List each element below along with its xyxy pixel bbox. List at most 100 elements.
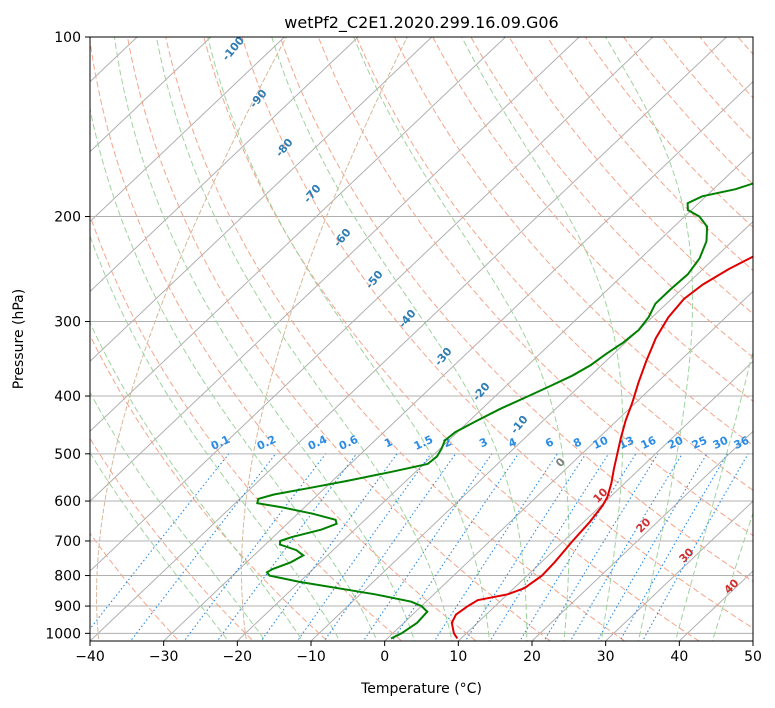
axes: −40 −30 −20 −10 0 10 20 30 40 5010020030040050060… [45, 30, 762, 665]
x-tick-label: 50 [744, 649, 762, 665]
dry-adiabat-line [241, 37, 753, 629]
x-tick-label: 10 [449, 649, 467, 665]
mixing-ratio-line [543, 453, 659, 641]
chart-title: wetPf2_C2E1.2020.299.16.09.G06 [284, 13, 558, 33]
moist-adiabat-line [207, 37, 490, 641]
mixing-ratio-line [90, 453, 230, 630]
reference-curve [96, 37, 287, 641]
mixing-ratio-line [619, 453, 728, 641]
dry-adiabat-line [317, 37, 753, 537]
moist-adiabat-line [90, 451, 229, 641]
mixing-ratio-label: 30 [711, 434, 731, 452]
dry-adiabat-label: -40 [396, 307, 419, 331]
x-tick-label: 0 [380, 649, 389, 665]
x-tick-label: −40 [75, 649, 105, 665]
dry-adiabat-line [394, 37, 753, 447]
isotherm-line [90, 37, 359, 293]
mixing-ratio-label: 6 [543, 435, 556, 450]
y-tick-label: 400 [54, 389, 81, 405]
x-axis-label: Temperature (°C) [360, 681, 482, 697]
dry-adiabat-line [508, 37, 753, 315]
isotherm-line [752, 640, 753, 641]
y-tick-label: 100 [54, 30, 81, 46]
dry-adiabat-line [765, 24, 775, 646]
dry-adiabat-label: -10 [508, 413, 531, 437]
mixing-ratio-label: 0.1 [209, 433, 232, 453]
dry-adiabat-label: -30 [432, 345, 455, 369]
y-tick-label: 700 [54, 534, 81, 550]
mixing-ratio-line [569, 453, 683, 641]
dry-adiabat-line [699, 37, 753, 99]
mixing-ratio-label: 4 [506, 435, 519, 450]
moist-adiabat-line [90, 391, 267, 641]
mixing-ratio-line [216, 453, 357, 641]
dry-adiabat-line [90, 437, 254, 641]
moist-adiabat-line [90, 234, 341, 641]
dry-adiabat-line [90, 38, 477, 641]
mixing-ratio-line [641, 453, 749, 641]
moist-adiabat-line [113, 37, 416, 641]
mixing-ratio-line [323, 453, 457, 641]
mixing-ratio-line [296, 453, 432, 641]
moist-adiabat-line [461, 37, 624, 641]
moist-adiabat-label: 20 [634, 515, 654, 535]
mixing-ratio-label: 3 [477, 435, 489, 450]
isotherm-line [90, 37, 507, 432]
dry-adiabat-line [622, 37, 753, 185]
y-tick-label: 800 [54, 569, 81, 585]
dry-adiabat-line [355, 37, 753, 491]
isotherm-line [90, 37, 654, 572]
moist-adiabat-line [711, 511, 753, 641]
background-lines [0, 24, 775, 646]
dewpoint-line [256, 182, 753, 640]
mixing-ratio-label: 20 [666, 434, 686, 452]
y-tick-label: 900 [54, 599, 81, 615]
y-tick-label: 200 [54, 210, 81, 226]
dry-adiabat-line [203, 37, 700, 641]
x-tick-label: 20 [523, 649, 541, 665]
moist-adiabat-line [353, 37, 570, 641]
mixing-ratio-line [362, 453, 493, 641]
isotherm-line [90, 37, 212, 153]
mixing-ratio-label: 10 [591, 434, 611, 452]
mixing-ratio-line [519, 453, 637, 641]
isotherm-line [531, 430, 753, 641]
mixing-ratio-label: 0.6 [337, 433, 360, 453]
dry-adiabat-label: -80 [273, 136, 296, 160]
dry-adiabat-label: -60 [331, 226, 354, 250]
moist-adiabat-label: 0 [553, 455, 568, 470]
mixing-ratio-label: 8 [571, 435, 583, 450]
isotherm-line [457, 360, 753, 641]
y-tick-label: 1000 [45, 626, 81, 642]
mixing-ratio-label: 0.4 [306, 433, 329, 453]
isotherm-line [604, 500, 753, 641]
mixing-ratio-label: 0.2 [255, 433, 278, 453]
x-tick-label: 40 [670, 649, 688, 665]
mixing-ratio-line [260, 453, 398, 641]
moist-adiabat-line [271, 37, 528, 641]
mixing-ratio-line [464, 453, 587, 641]
x-tick-label: −20 [223, 649, 253, 665]
plot-frame [89, 36, 754, 642]
isotherm-line [0, 24, 4, 646]
mixing-ratio-label: 25 [690, 434, 709, 452]
moist-adiabat-label: 40 [722, 576, 742, 596]
x-tick-label: −30 [149, 649, 179, 665]
mixing-ratio-line [433, 453, 558, 641]
dry-adiabat-line [737, 37, 753, 55]
y-axis-label: Pressure (hPa) [11, 289, 27, 389]
dry-adiabat-line [661, 37, 753, 142]
x-tick-label: 30 [597, 649, 615, 665]
moist-adiabat-line [90, 106, 378, 641]
dry-adiabat-line [584, 37, 753, 228]
temperature-line [450, 255, 753, 640]
mixing-ratio-line [129, 453, 277, 641]
profile-lines [256, 182, 753, 640]
dry-adiabat-line [470, 37, 753, 358]
dry-adiabat-label: -100 [219, 34, 247, 64]
isotherm-line [90, 37, 433, 363]
mixing-ratio-label: 1.5 [412, 433, 435, 453]
isotherm-line [90, 37, 286, 223]
y-tick-label: 500 [54, 447, 81, 463]
mixing-ratio-label: 16 [639, 434, 659, 452]
